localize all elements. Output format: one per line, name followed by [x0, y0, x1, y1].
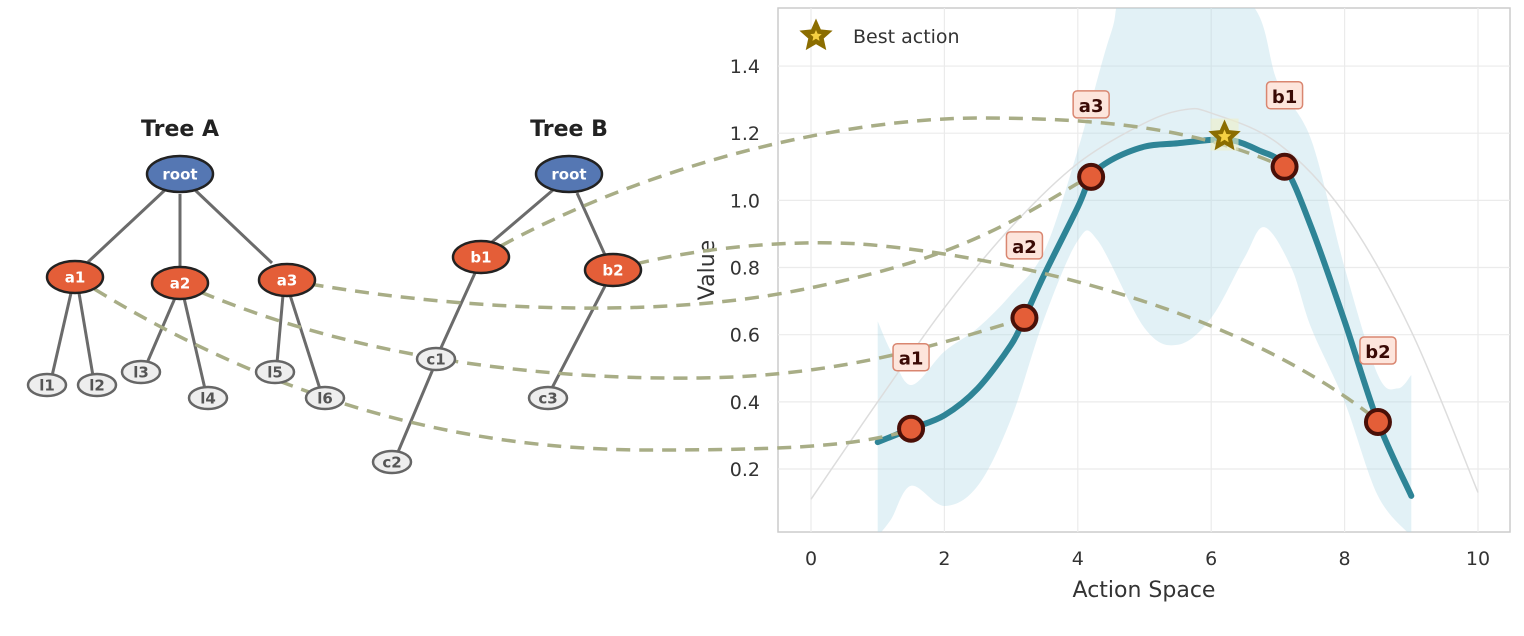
mean-line: [874, 136, 1415, 499]
y-tick-label: 0.6: [730, 325, 760, 347]
leaf-l3-label: l3: [133, 363, 149, 381]
leaf-l5: [254, 359, 296, 385]
tree-b-root: [534, 154, 604, 194]
best-action-star-inner: [1217, 129, 1232, 143]
chart-marks: a1 a2 a3 b1 b2: [892, 81, 1397, 443]
point-label: a2: [1012, 237, 1037, 258]
plot-area: 0 2 4 6 8 10 0.2 0.4 0.6 0.8 1.0 1.2 1.4 Action Spac…: [695, 7, 1511, 603]
tree-b-root-label: root: [551, 165, 586, 183]
y-tick-label: 1.2: [730, 123, 760, 145]
leaf-c2-label: c2: [382, 453, 401, 471]
x-tick-label: 10: [1466, 548, 1490, 570]
trees: Tree A Tree B root root a1 a2 a3 b1 b2 l1 l2 l3 l4…: [26, 117, 643, 475]
point-label-box: [1005, 231, 1044, 260]
tree-a-title: Tree A: [141, 117, 219, 142]
node-a3: [257, 262, 317, 298]
x-tick-label: 6: [1205, 548, 1217, 570]
x-tick-label: 2: [938, 548, 950, 570]
tree-a-root-label: root: [162, 165, 197, 183]
point-b1: [1270, 152, 1299, 181]
point-label: b2: [1365, 342, 1390, 363]
tree-b-title: Tree B: [530, 117, 608, 142]
leaf-c1: [415, 346, 457, 372]
point-label-box: [1072, 90, 1110, 119]
x-axis-label: Action Space: [1073, 578, 1216, 603]
connector-a1: [74, 275, 911, 452]
y-tick-label: 0.8: [730, 258, 760, 280]
node-a2: [150, 265, 210, 301]
confidence-band: [877, 8, 1412, 532]
node-b1-label: b1: [470, 248, 491, 266]
leaf-c1-label: c1: [426, 350, 445, 368]
point-a3: [1077, 162, 1106, 191]
point-label-box: [1359, 336, 1397, 365]
true-function-line: [810, 107, 1479, 500]
point-label-box: [1265, 81, 1304, 110]
connector-a3: [286, 174, 1091, 310]
leaf-c3: [527, 385, 569, 411]
leaf-l6: [304, 385, 346, 411]
connectors: [74, 116, 1379, 452]
y-tick-label: 0.4: [730, 392, 760, 414]
connector-b2: [612, 241, 1379, 422]
leaf-l5-label: l5: [267, 363, 283, 381]
point-label: a3: [1079, 96, 1104, 117]
point-a1: [897, 414, 926, 443]
point-label: b1: [1272, 87, 1297, 108]
star-icon-inner: [810, 30, 822, 41]
point-b2: [1363, 407, 1392, 436]
x-tick-label: 0: [805, 548, 817, 570]
leaf-c2: [371, 449, 413, 475]
point-a2: [1010, 303, 1039, 332]
connector-b1: [480, 116, 1285, 259]
y-tick-label: 0.2: [730, 459, 760, 481]
x-tick-label: 4: [1072, 548, 1084, 570]
legend-label: Best action: [853, 26, 960, 48]
leaf-l6-label: l6: [317, 389, 333, 407]
node-b1: [451, 239, 511, 275]
leaf-l1: [26, 372, 68, 398]
leaf-l2: [76, 372, 118, 398]
tree-edges: [50, 188, 607, 453]
node-a1-label: a1: [65, 268, 86, 286]
node-a1: [45, 259, 105, 295]
node-b2: [583, 252, 643, 288]
x-tick-label: 8: [1339, 548, 1351, 570]
legend: Best action: [799, 18, 960, 51]
leaf-l2-label: l2: [89, 376, 105, 394]
leaf-l4: [187, 385, 229, 411]
point-label-box: [892, 342, 930, 372]
leaf-l1-label: l1: [39, 376, 55, 394]
leaf-l4-label: l4: [200, 389, 216, 407]
y-tick-label: 1.4: [730, 56, 760, 78]
node-a3-label: a3: [277, 271, 298, 289]
node-b2-label: b2: [602, 261, 623, 279]
point-label: a1: [899, 349, 924, 370]
node-a2-label: a2: [170, 274, 191, 292]
y-tick-label: 1.0: [730, 190, 760, 212]
axis-ticks: 0 2 4 6 8 10 0.2 0.4 0.6 0.8 1.0 1.2 1.4: [730, 56, 1490, 570]
leaf-c3-label: c3: [538, 389, 557, 407]
connector-a2: [179, 281, 1024, 380]
leaf-l3: [120, 359, 162, 385]
tree-a-root: [145, 154, 215, 194]
